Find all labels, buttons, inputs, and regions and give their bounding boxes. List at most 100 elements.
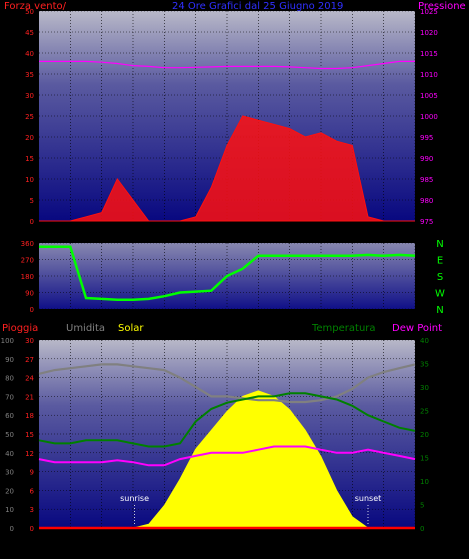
y-tick-label: 5	[420, 502, 424, 510]
compass-letter: S	[437, 272, 443, 283]
direction-left-axis: 0 90 180 270 360	[21, 240, 34, 314]
y-tick-label: 0	[30, 525, 34, 533]
pressure-series	[39, 60, 415, 70]
x-tick-label: 20	[347, 539, 357, 548]
y-tick-label: 90	[5, 356, 14, 364]
x-tick-label: 00	[410, 232, 420, 241]
y-tick-label: 1010	[420, 71, 438, 79]
dew-point-axis: 0 5 10 15 20 25 30 35 40	[420, 337, 429, 533]
sunset-label: sunset	[355, 494, 382, 503]
y-tick-label: 1005	[420, 92, 438, 100]
y-tick-label: 20	[5, 487, 14, 495]
y-tick-label: 50	[5, 431, 14, 439]
y-tick-label: 9	[30, 469, 34, 477]
y-tick-label: 27	[25, 356, 34, 364]
wind-gridlines	[39, 10, 416, 222]
y-tick-label: 0	[420, 525, 424, 533]
x-tick-label: 14	[253, 232, 263, 241]
x-tick-label: 20	[347, 232, 357, 241]
y-tick-label: 0	[10, 525, 14, 533]
wind-series	[39, 115, 415, 222]
x-tick-label: 02	[65, 539, 75, 548]
legend-rain: Pioggia	[2, 323, 38, 334]
y-tick-label: 24	[25, 375, 34, 383]
y-tick-label: 0	[30, 218, 34, 226]
y-tick-label: 25	[25, 113, 34, 121]
temperature-series	[38, 392, 416, 448]
y-tick-label: 30	[5, 469, 14, 477]
direction-series	[39, 245, 416, 302]
x-tick-label: 22	[379, 232, 389, 241]
y-tick-label: 21	[25, 393, 34, 401]
direction-gridlines	[39, 242, 416, 310]
y-tick-label: 30	[25, 92, 34, 100]
wind-label: Forza vento/	[4, 1, 67, 12]
y-tick-label: 10	[25, 176, 34, 184]
y-tick-label: 6	[30, 487, 35, 495]
y-tick-label: 15	[25, 431, 34, 439]
y-tick-label: 990	[420, 155, 433, 163]
y-tick-label: 25	[420, 408, 429, 416]
chart-title: 24 Ore Grafici dal 25 Giugno 2019	[172, 1, 343, 12]
x-tick-label: 10	[191, 539, 201, 548]
x-tick-label: 04	[97, 232, 107, 241]
x-tick-label: 06	[128, 539, 138, 548]
x-tick-label: 00	[410, 539, 420, 548]
sun-markers: sunrise sunrise sunset	[120, 494, 381, 548]
y-tick-label: 12	[25, 450, 34, 458]
compass-letter: E	[437, 256, 443, 267]
y-tick-label: 360	[21, 240, 34, 248]
x-tick-label: 06	[128, 232, 138, 241]
y-tick-label: 1015	[420, 50, 438, 58]
y-tick-label: 980	[420, 197, 433, 205]
legend-solar: Solar	[118, 323, 144, 334]
y-tick-label: 40	[420, 337, 429, 345]
y-tick-label: 80	[5, 375, 14, 383]
y-tick-label: 5	[30, 197, 34, 205]
y-tick-label: 30	[25, 337, 34, 345]
y-tick-label: 180	[21, 273, 34, 281]
x-tick-label: 18	[316, 232, 326, 241]
y-tick-label: 1000	[420, 113, 438, 121]
x-tick-label: 16	[285, 539, 295, 548]
x-tick-label: 10	[191, 232, 201, 241]
y-tick-label: 1025	[420, 8, 438, 16]
compass-letter: N	[436, 239, 443, 250]
legend-humidity: Umidita	[66, 323, 105, 334]
x-tick-label: 08	[159, 539, 169, 548]
y-tick-label: 10	[420, 478, 429, 486]
x-tick-label: 04	[97, 539, 107, 548]
temperature-series-group	[38, 363, 416, 530]
y-tick-label: 15	[25, 155, 34, 163]
pressure-right-axis: 975 980 985 990 995 1000 1005 1010 1015 1020 1025	[420, 8, 438, 226]
y-tick-label: 10	[5, 506, 14, 514]
x-tick-label: 16	[285, 232, 295, 241]
wind-x-axis: 02 04 06 08 10 12 14 16 18 20 22 00	[65, 232, 420, 241]
humidity-axis: 0 10 20 30 40 50 60 70 80 90 100	[1, 337, 14, 533]
wind-left-axis: 0 5 10 15 20 25 30 35 40 45 50	[25, 8, 34, 226]
x-tick-label: 14	[253, 539, 263, 548]
x-tick-label: 02	[65, 232, 75, 241]
y-tick-label: 45	[25, 29, 34, 37]
pressure-label: Pressione	[418, 1, 466, 12]
y-tick-label: 60	[5, 412, 14, 420]
wind-series-group	[39, 60, 415, 222]
y-tick-label: 995	[420, 134, 433, 142]
x-tick-label: 18	[316, 539, 326, 548]
x-tick-label: 08	[159, 232, 169, 241]
y-tick-label: 35	[420, 361, 429, 369]
y-tick-label: 270	[21, 257, 34, 265]
y-tick-label: 35	[25, 71, 34, 79]
temperature-axis: 0 3 6 9 12 15 18 21 24 27 30	[25, 337, 34, 533]
compass-letter: N	[436, 305, 443, 316]
y-tick-label: 40	[5, 450, 14, 458]
y-tick-label: 100	[1, 337, 14, 345]
sunrise-label: sunrise	[120, 494, 149, 503]
y-tick-label: 50	[25, 8, 34, 16]
y-tick-label: 15	[420, 455, 429, 463]
y-tick-label: 18	[25, 412, 34, 420]
temperature-x-axis: 02 04 06 08 10 12 14 16 18 20 22 00	[65, 539, 420, 548]
